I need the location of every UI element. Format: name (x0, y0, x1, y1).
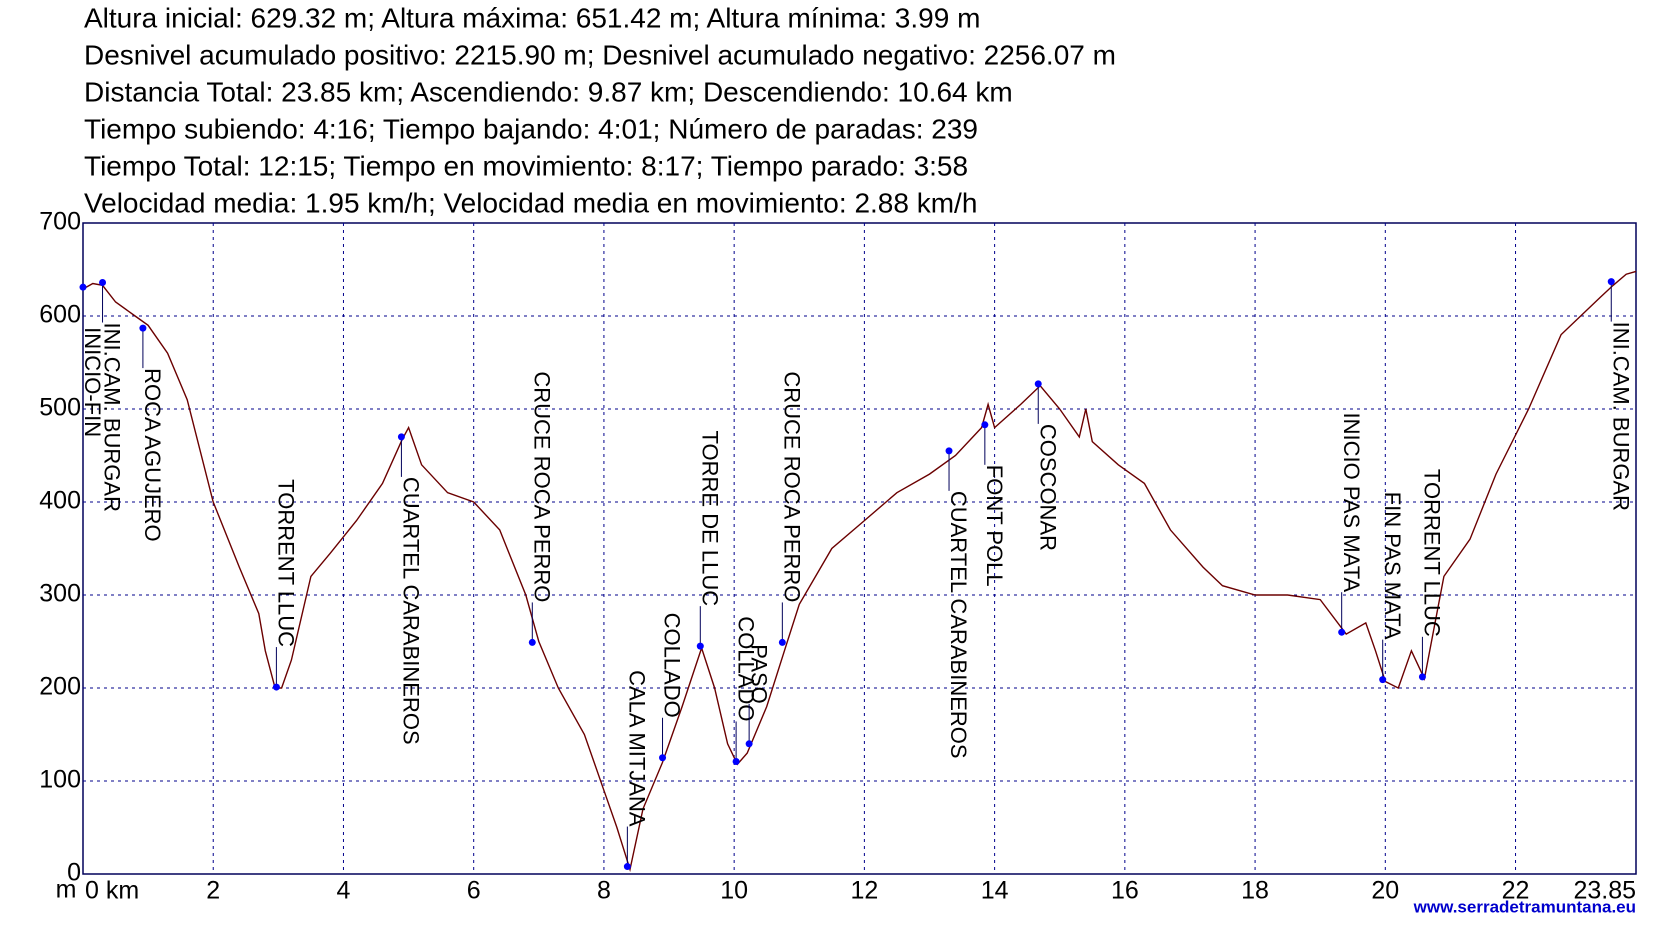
x-tick-label: 6 (467, 877, 481, 905)
waypoint-label: PASO (746, 644, 771, 704)
x-tick-label: 22 (1502, 877, 1530, 905)
elevation-line (82, 270, 1637, 873)
waypoint (623, 863, 631, 871)
waypoint (272, 683, 280, 691)
stats-line: Tiempo subiendo: 4:16; Tiempo bajando: 4… (84, 113, 978, 144)
y-tick-label: 100 (39, 766, 81, 794)
y-tick-label: 500 (39, 394, 81, 422)
stats-line: Distancia Total: 23.85 km; Ascendiendo: … (84, 76, 1013, 107)
waypoint (945, 447, 953, 455)
x-tick-label: 4 (337, 877, 351, 905)
stats-line: Desnivel acumulado positivo: 2215.90 m; … (84, 39, 1116, 70)
waypoint-label: COLLADO (733, 616, 758, 721)
waypoint-label: INI.CAM. BURGAR (1608, 322, 1633, 511)
x-tick-label: 16 (1111, 877, 1139, 905)
waypoint-label: CUARTEL CARABINEROS (946, 491, 971, 759)
waypoint-label: FONT POLL (982, 465, 1007, 587)
waypoint (1418, 673, 1426, 681)
waypoint-label: CRUCE ROCA PERRO (780, 371, 805, 602)
waypoint-label: TORRE DE LLUC (697, 431, 722, 607)
waypoint (778, 638, 786, 646)
x-tick-label: 23.85 (1573, 877, 1636, 905)
waypoint (745, 740, 753, 748)
stats-line: Tiempo Total: 12:15; Tiempo en movimient… (84, 150, 968, 181)
waypoint (528, 638, 536, 646)
x-tick-label: 10 (720, 877, 748, 905)
waypoint-label: INICIO-FIN (80, 327, 105, 437)
waypoint-label: TORRENT LLUC (1420, 469, 1445, 637)
x-tick-label: 12 (850, 877, 878, 905)
x-tick-label: 20 (1371, 877, 1399, 905)
waypoint-label: CRUCE ROCA PERRO (529, 371, 554, 602)
waypoint-label: CUARTEL CARABINEROS (399, 477, 424, 745)
waypoint (981, 421, 989, 429)
waypoint-label: COLLADO (660, 613, 685, 718)
stats-line: Altura inicial: 629.32 m; Altura máxima:… (84, 2, 980, 33)
y-axis-unit: m (56, 876, 77, 904)
y-tick-label: 0 (67, 859, 81, 887)
y-tick-label: 400 (39, 487, 81, 515)
waypoint (79, 283, 87, 291)
stats-line: Velocidad media: 1.95 km/h; Velocidad me… (84, 187, 977, 218)
waypoint (659, 754, 667, 762)
x-tick-label: 14 (981, 877, 1009, 905)
x-tick-label: 0 km (85, 877, 139, 905)
plot-frame (82, 222, 1637, 875)
waypoint-label: INICIO PAS MATA (1339, 413, 1364, 593)
waypoint-label: TORRENT LLUC (274, 479, 299, 647)
x-tick-label: 8 (597, 877, 611, 905)
waypoint (139, 324, 147, 332)
watermark: www.serradetramuntana.eu (1413, 897, 1636, 916)
waypoint (732, 757, 740, 765)
x-tick-label: 18 (1241, 877, 1269, 905)
waypoint (1607, 278, 1615, 286)
waypoint (99, 279, 107, 287)
y-tick-label: 700 (39, 208, 81, 236)
waypoint (1338, 628, 1346, 636)
y-tick-label: 300 (39, 580, 81, 608)
waypoint-label: CALA MITJANA (625, 670, 650, 827)
waypoint (1379, 676, 1387, 684)
waypoint-label: INI.CAM. BURGAR (100, 323, 125, 512)
waypoint (397, 433, 405, 441)
waypoint (1034, 380, 1042, 388)
x-tick-label: 2 (206, 877, 220, 905)
y-tick-label: 200 (39, 673, 81, 701)
waypoint (696, 642, 704, 650)
waypoint-label: COSCONAR (1035, 424, 1060, 551)
waypoint-label: ROCA AGUJERO (140, 368, 165, 542)
y-tick-label: 600 (39, 301, 81, 329)
waypoint-label: FIN PAS MATA (1380, 492, 1405, 640)
